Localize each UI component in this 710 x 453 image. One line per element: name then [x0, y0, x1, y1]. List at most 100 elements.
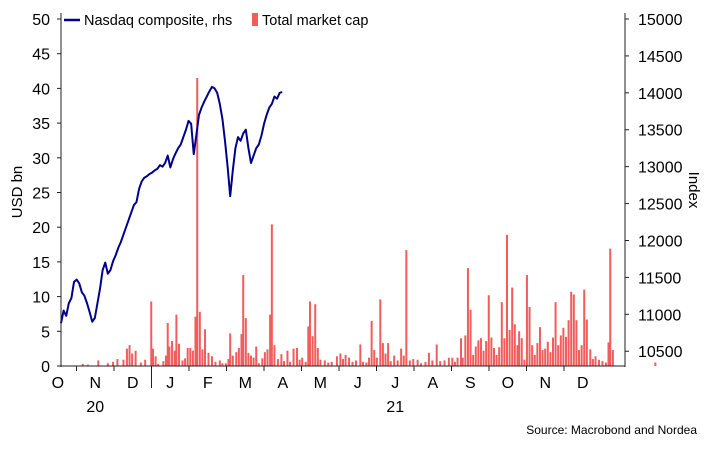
market-cap-bar: [112, 361, 115, 366]
x-month-label: M: [314, 375, 327, 392]
market-cap-bar: [181, 360, 184, 366]
legend-label-market-cap: Total market cap: [262, 13, 368, 29]
market-cap-bar: [270, 224, 273, 366]
market-cap-bar: [157, 363, 160, 366]
market-cap-bar: [531, 345, 534, 366]
x-month-label: O: [502, 375, 514, 392]
market-cap-bar: [311, 336, 314, 366]
market-cap-bar: [589, 349, 592, 366]
y-left-tick-label: 15: [32, 255, 50, 272]
market-cap-bar: [402, 355, 405, 366]
y-left-tick-label: 10: [32, 290, 50, 307]
market-cap-bar: [604, 362, 607, 366]
market-cap-bar: [508, 329, 511, 366]
y-right-tick-label: 10500: [638, 344, 683, 361]
y-right-tick-label: 14500: [638, 49, 683, 66]
market-cap-bar: [154, 356, 157, 366]
x-month-label: J: [354, 375, 362, 392]
market-cap-bar: [150, 301, 153, 366]
market-cap-bar: [309, 301, 312, 366]
y-left-tick-label: 35: [32, 116, 50, 133]
market-cap-bar: [355, 360, 358, 366]
market-cap-bar: [273, 345, 276, 366]
market-cap-bar: [335, 356, 338, 366]
market-cap-bar: [546, 341, 549, 366]
market-cap-bar: [173, 350, 176, 366]
market-cap-bar: [330, 361, 333, 366]
market-cap-bar: [134, 350, 137, 366]
market-cap-bar: [263, 352, 266, 366]
market-cap-bar: [572, 294, 575, 366]
market-cap-bar: [244, 318, 247, 366]
market-cap-bar: [261, 358, 264, 366]
market-cap-bar: [500, 302, 503, 366]
x-month-label: D: [577, 375, 589, 392]
market-cap-bar: [456, 357, 459, 366]
market-cap-bar: [495, 354, 498, 366]
market-cap-bar: [207, 352, 210, 366]
market-cap-bar: [443, 360, 446, 366]
y-left-tick-label: 40: [32, 81, 50, 98]
market-cap-bar: [316, 347, 319, 366]
market-cap-bar: [594, 356, 597, 366]
market-cap-bar: [201, 349, 204, 366]
market-cap-bar: [304, 361, 307, 366]
market-cap-bar: [408, 360, 411, 366]
market-cap-bar: [544, 348, 547, 366]
market-cap-bar: [607, 342, 610, 366]
market-cap-bar: [528, 307, 531, 366]
market-cap-bar: [520, 338, 523, 366]
market-cap-bar: [412, 359, 415, 366]
x-month-label: M: [239, 375, 252, 392]
market-cap-bar: [327, 362, 330, 366]
market-cap-bar: [131, 353, 134, 366]
market-cap-bar: [189, 347, 192, 366]
market-cap-bar: [654, 362, 657, 366]
market-cap-bar: [227, 359, 230, 366]
market-cap-bar: [231, 355, 234, 366]
market-cap-bar: [451, 357, 454, 366]
market-cap-bar: [389, 361, 392, 366]
market-cap-bar: [116, 359, 119, 366]
market-cap-bar: [379, 299, 382, 366]
y-axis-left-title: USD bn: [9, 166, 26, 219]
market-cap-bar: [551, 337, 554, 366]
market-cap-bar: [164, 355, 167, 366]
y-right-tick-label: 14000: [638, 86, 683, 103]
market-cap-bar: [583, 289, 586, 366]
market-cap-bar: [373, 350, 376, 366]
market-cap-bar: [435, 344, 438, 366]
market-cap-bar: [381, 343, 384, 366]
market-cap-bar: [301, 357, 304, 366]
market-cap-bar: [162, 361, 165, 366]
market-cap-bar: [400, 348, 403, 366]
market-cap-bar: [348, 357, 351, 366]
market-cap-bar: [416, 359, 419, 366]
market-cap-bar: [289, 361, 292, 366]
market-cap-bar: [567, 320, 570, 366]
market-cap-bar: [578, 350, 581, 366]
market-cap-bar: [541, 350, 544, 366]
market-cap-bar: [601, 361, 604, 366]
x-month-label: N: [90, 375, 102, 392]
market-cap-bar: [460, 338, 463, 366]
x-month-label: O: [52, 375, 64, 392]
market-cap-bar: [565, 336, 567, 366]
legend: Nasdaq composite, rhs Total market cap: [64, 13, 368, 29]
market-cap-bar: [431, 360, 434, 366]
market-cap-bar: [218, 360, 221, 366]
market-cap-bar: [549, 352, 552, 366]
x-month-label: D: [127, 375, 139, 392]
market-cap-bar: [128, 345, 131, 366]
market-cap-bars: [81, 77, 657, 367]
market-cap-bar: [361, 361, 364, 366]
market-cap-bar: [370, 320, 373, 366]
market-cap-bar: [319, 359, 322, 366]
market-cap-bar: [252, 357, 255, 366]
market-cap-bar: [611, 350, 614, 366]
market-cap-bar: [387, 343, 390, 366]
market-cap-bar: [292, 348, 295, 366]
market-cap-bar: [342, 359, 344, 366]
x-month-label: F: [203, 375, 213, 392]
